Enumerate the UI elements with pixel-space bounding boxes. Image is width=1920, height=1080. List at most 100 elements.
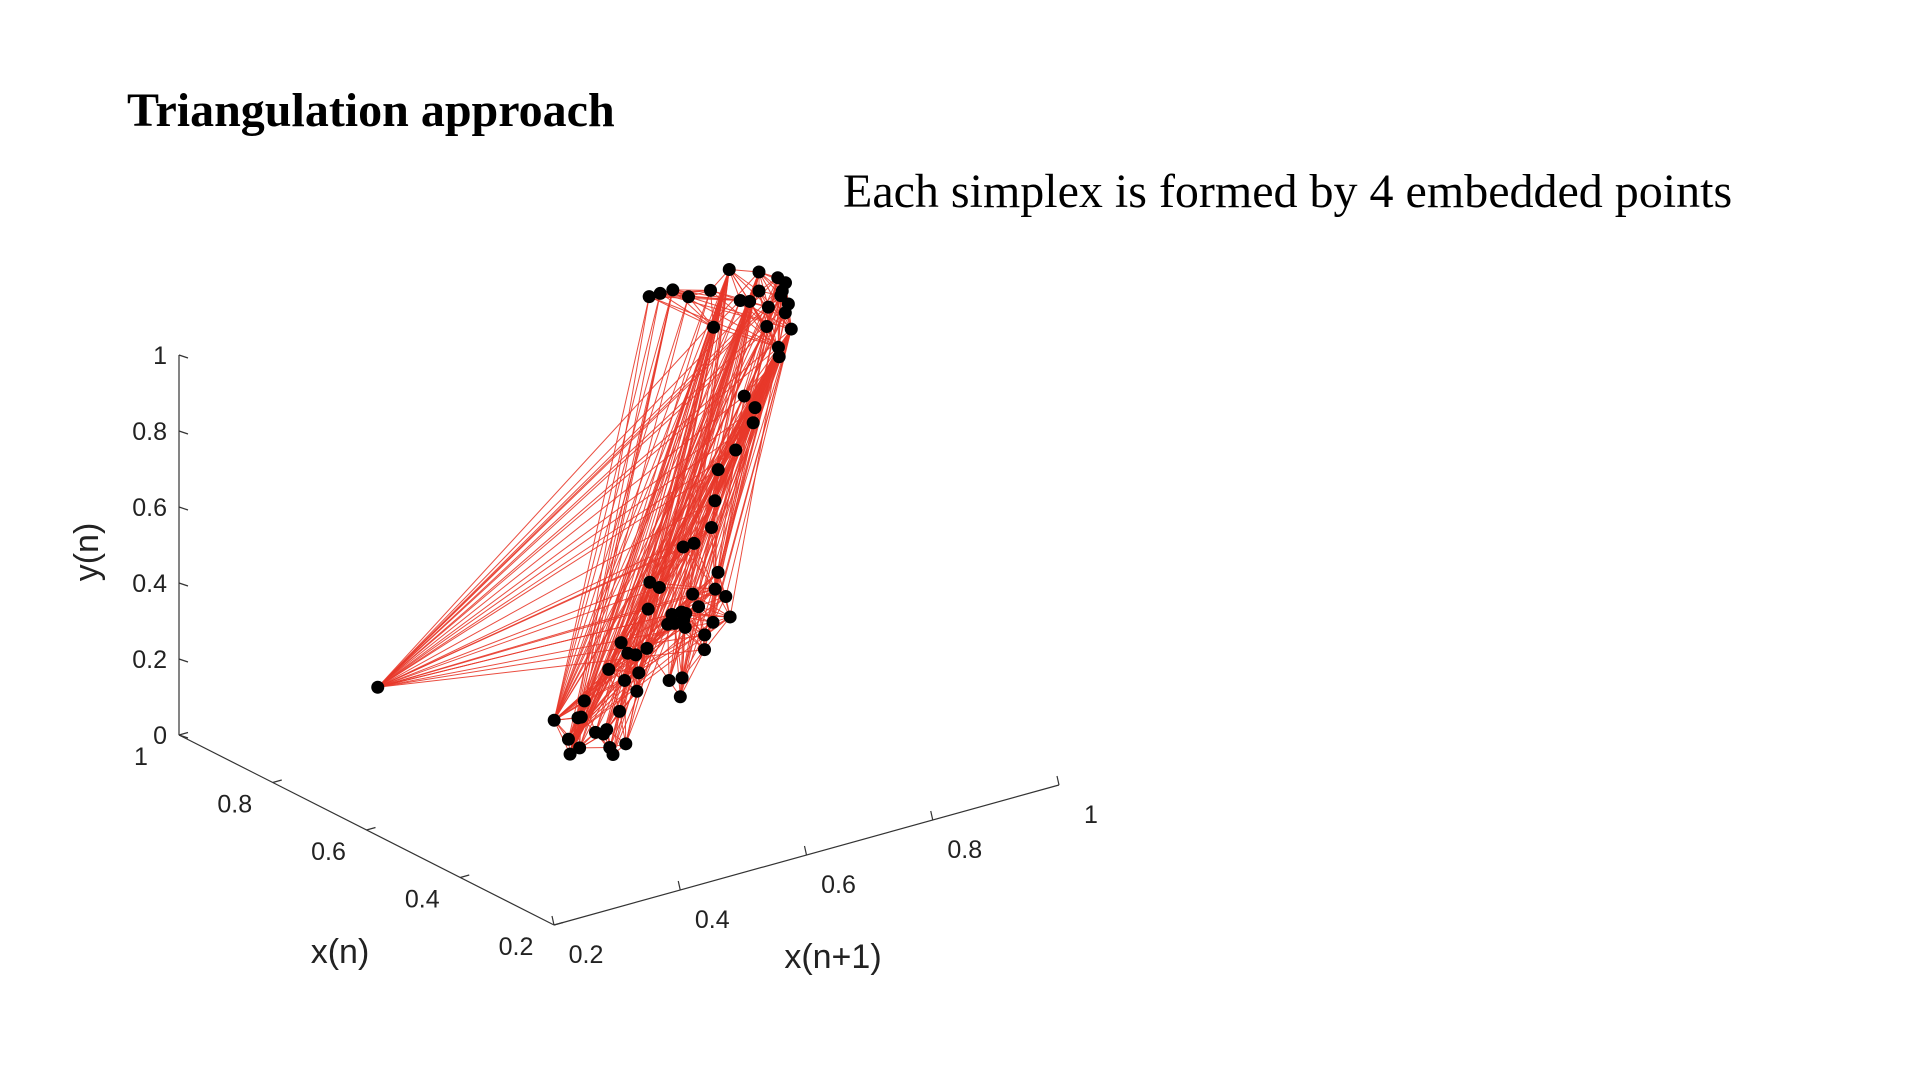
simplex-edge [758, 271, 792, 330]
y-tick-label: 0.6 [821, 871, 856, 899]
simplex-edge [568, 596, 727, 740]
simplex-edge [580, 289, 674, 718]
simplex-edge [377, 527, 712, 688]
data-point [577, 694, 591, 708]
simplex-edge [648, 296, 714, 328]
data-point [606, 747, 620, 761]
simplex-edge [569, 296, 650, 755]
simplex-edge [580, 269, 730, 718]
data-point [371, 680, 385, 694]
data-point [561, 732, 575, 746]
simplex-edge [377, 608, 649, 688]
simplex-edge [612, 328, 792, 755]
y-tick [551, 915, 555, 926]
simplex-edge [377, 422, 754, 688]
simplex-edge [569, 293, 661, 755]
simplex-edge [377, 312, 786, 688]
data-point [723, 610, 737, 624]
y-tick-label: 0.4 [695, 906, 730, 934]
data-point [708, 494, 722, 508]
data-point [748, 401, 762, 415]
simplex-edge [377, 500, 716, 688]
simplex-edge [684, 269, 730, 628]
data-point [619, 737, 633, 751]
simplex-edge [553, 328, 792, 721]
data-point [737, 389, 751, 403]
simplex-edge [569, 347, 779, 755]
simplex-edge [553, 296, 689, 721]
y-tick [930, 810, 934, 821]
data-point [760, 319, 774, 333]
data-point [678, 620, 692, 634]
data-point [752, 265, 766, 279]
xlabel: x(n) [311, 933, 370, 971]
slide-title: Triangulation approach [127, 84, 615, 137]
x-tick-label: 0.4 [405, 886, 440, 914]
data-point [729, 443, 743, 457]
simplex-edge [635, 347, 779, 656]
simplex-edge [553, 611, 682, 721]
simplex-edge [377, 546, 684, 688]
simplex-edge [609, 269, 730, 748]
data-point [653, 286, 667, 300]
data-point [573, 741, 587, 755]
data-point [772, 350, 786, 364]
y-tick-label: 0.2 [569, 941, 604, 969]
z-tick-label: 0.4 [132, 570, 167, 598]
y-tick [803, 845, 808, 856]
data-point [674, 605, 688, 619]
simplex-edge [710, 289, 779, 348]
data-point [666, 283, 680, 297]
x-tick [272, 779, 282, 784]
z-tick-label: 0.8 [132, 418, 167, 446]
x-tick-label: 0.6 [311, 838, 346, 866]
data-point [618, 673, 632, 687]
simplex-edge [673, 623, 681, 697]
data-point [673, 690, 687, 704]
data-point [706, 615, 720, 629]
simplex-edge [758, 290, 792, 330]
simplex-edge [725, 328, 792, 597]
zlabel: y(n) [68, 523, 106, 582]
simplex-edge [743, 328, 792, 397]
z-tick-label: 0 [153, 722, 167, 750]
simplex-edge [377, 469, 719, 688]
simplex-edge [377, 407, 756, 688]
simplex-edge [553, 300, 741, 721]
data-point [574, 710, 588, 724]
simplex-edge [595, 269, 730, 733]
z-tick [178, 582, 189, 587]
data-point [675, 671, 689, 685]
data-point [676, 540, 690, 554]
data-point [643, 575, 657, 589]
simplex-edge [377, 303, 789, 688]
data-point [705, 521, 718, 535]
embedded-points [371, 262, 798, 761]
x-tick [460, 874, 470, 879]
z-tick-label: 0.2 [132, 646, 167, 674]
simplex-edge [646, 648, 670, 681]
data-point [778, 306, 792, 320]
data-point [746, 416, 760, 430]
data-point [652, 580, 666, 594]
data-point [784, 322, 798, 336]
simplex-edge [553, 306, 769, 721]
simplex-edge [679, 649, 705, 698]
simplex-edge [713, 326, 779, 348]
data-point [708, 582, 722, 596]
data-point [722, 262, 736, 276]
x-tick [366, 826, 376, 831]
data-point [613, 704, 626, 718]
data-point [752, 284, 766, 298]
z-tick-label: 1 [153, 342, 167, 370]
x-tick-label: 0.8 [217, 791, 252, 819]
data-point [641, 602, 655, 616]
data-point [704, 283, 717, 297]
z-tick [178, 430, 189, 435]
simplex-edge [659, 293, 714, 328]
data-point [596, 727, 610, 741]
data-point [563, 747, 577, 761]
z-tick [178, 734, 189, 739]
simplex-edge [704, 616, 731, 650]
